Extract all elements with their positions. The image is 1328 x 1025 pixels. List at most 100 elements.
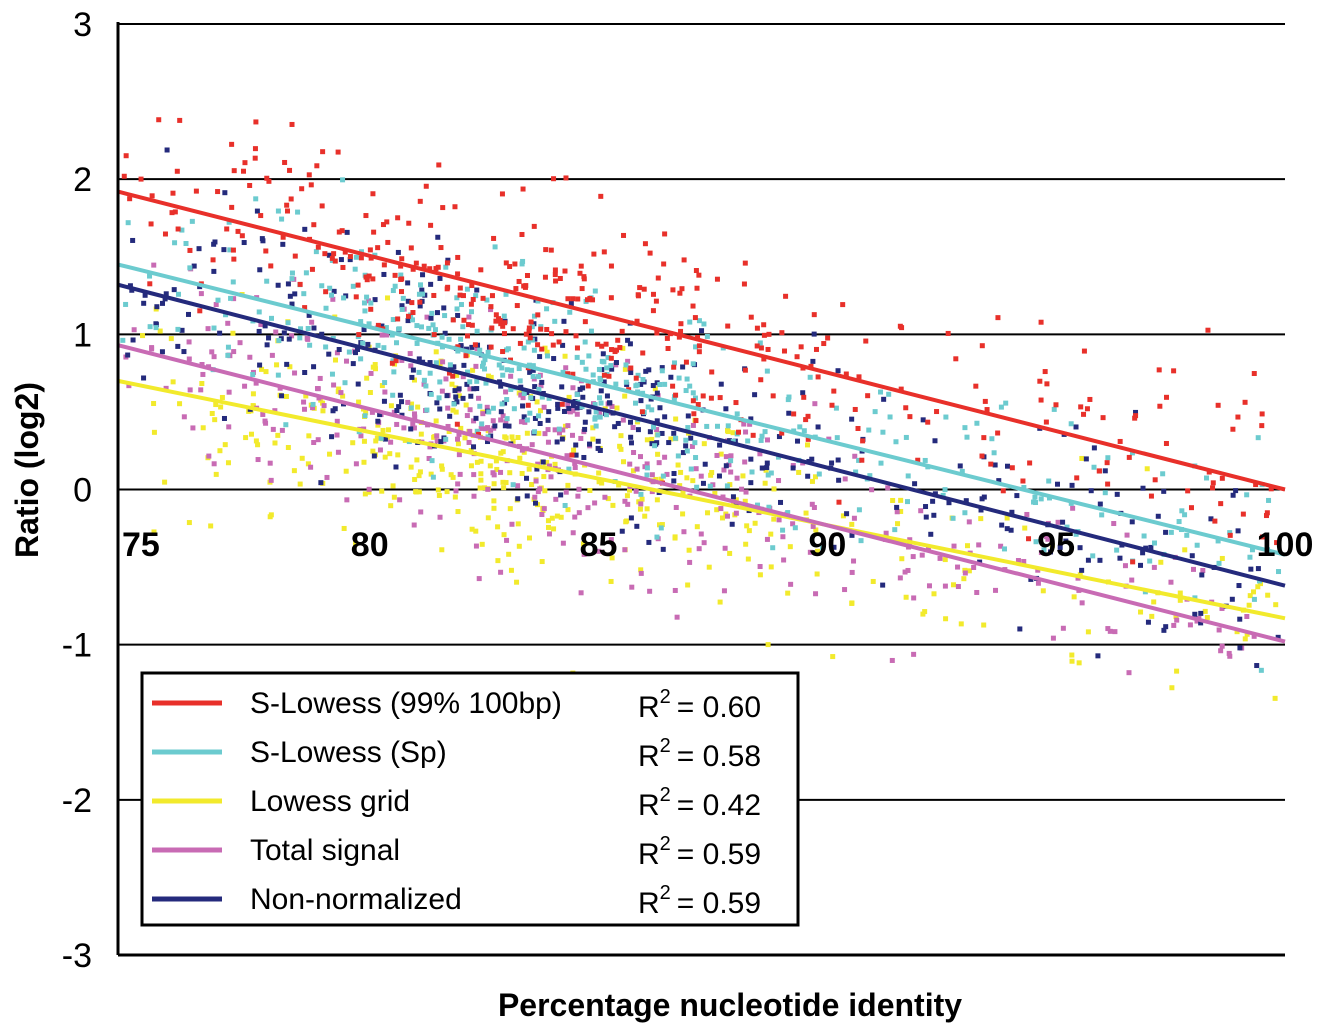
data-point: [377, 447, 383, 453]
data-point: [208, 523, 214, 529]
data-point: [142, 292, 148, 298]
data-point: [831, 544, 837, 550]
data-point: [693, 344, 699, 350]
data-point: [269, 352, 275, 358]
data-point: [649, 441, 655, 447]
data-point: [539, 511, 545, 517]
data-point: [573, 442, 579, 448]
data-point: [524, 389, 530, 395]
data-point: [728, 458, 734, 464]
data-point: [431, 332, 437, 338]
data-point: [587, 295, 593, 301]
data-point: [1038, 550, 1044, 556]
data-point: [628, 434, 634, 440]
data-point: [634, 523, 640, 529]
data-point: [870, 578, 876, 584]
data-point: [1171, 368, 1177, 374]
data-point: [213, 471, 219, 477]
data-point: [350, 361, 356, 367]
data-point: [253, 438, 259, 444]
data-point: [508, 386, 514, 392]
data-point: [780, 534, 786, 540]
data-point: [1112, 629, 1118, 635]
data-point: [395, 316, 401, 322]
data-point: [191, 263, 197, 269]
data-point: [431, 434, 437, 440]
data-point: [1257, 581, 1263, 587]
data-point: [1144, 466, 1150, 472]
data-point: [645, 404, 651, 410]
data-point: [931, 591, 937, 597]
data-point: [654, 427, 660, 433]
data-point: [1129, 519, 1135, 525]
data-point: [629, 584, 635, 590]
data-point: [268, 315, 274, 321]
data-point: [856, 374, 862, 380]
data-point: [696, 343, 702, 349]
data-point: [973, 383, 979, 389]
data-point: [399, 289, 405, 295]
data-point: [451, 364, 457, 370]
data-point: [520, 403, 526, 409]
data-point: [678, 469, 684, 475]
data-point: [1008, 527, 1014, 533]
data-point: [498, 569, 504, 575]
data-point: [808, 363, 814, 369]
data-point: [835, 368, 841, 374]
data-point: [531, 376, 537, 382]
data-point: [860, 438, 866, 444]
data-point: [1073, 424, 1079, 430]
data-point: [471, 472, 477, 478]
data-point: [730, 494, 736, 500]
data-point: [1182, 512, 1188, 518]
data-point: [463, 402, 469, 408]
data-point: [790, 521, 796, 527]
data-point: [446, 428, 452, 434]
data-point: [193, 188, 199, 194]
data-point: [539, 559, 545, 565]
data-point: [928, 531, 934, 537]
data-point: [353, 541, 359, 547]
data-point: [485, 434, 491, 440]
data-point: [526, 535, 532, 541]
data-point: [512, 261, 518, 267]
data-point: [1140, 550, 1146, 556]
data-point: [319, 203, 325, 209]
data-point: [500, 413, 506, 419]
data-point: [1073, 531, 1079, 537]
data-point: [560, 427, 566, 433]
data-point: [332, 406, 338, 412]
data-point: [1124, 532, 1130, 538]
data-point: [314, 163, 320, 169]
data-point: [1038, 496, 1044, 502]
data-point: [903, 594, 909, 600]
data-point: [535, 489, 541, 495]
data-point: [226, 389, 232, 395]
data-point: [501, 313, 507, 319]
data-point: [1042, 369, 1048, 375]
data-point: [902, 569, 908, 575]
data-point: [284, 361, 290, 367]
data-point: [175, 291, 181, 297]
data-point: [211, 325, 217, 331]
data-point: [590, 372, 596, 378]
data-point: [790, 465, 796, 471]
data-point: [433, 349, 439, 355]
data-point: [497, 318, 503, 324]
data-point: [673, 435, 679, 441]
data-point: [225, 344, 231, 350]
data-point: [708, 472, 714, 478]
data-point: [483, 380, 489, 386]
data-point: [153, 321, 159, 327]
data-point: [953, 356, 959, 362]
data-point: [396, 326, 402, 332]
data-point: [363, 213, 369, 219]
data-point: [867, 473, 873, 479]
data-point: [1259, 534, 1265, 540]
data-point: [362, 491, 368, 497]
data-point: [622, 393, 628, 399]
data-point: [439, 547, 445, 553]
data-point: [439, 463, 445, 469]
data-point: [780, 527, 786, 533]
data-point: [617, 345, 623, 351]
